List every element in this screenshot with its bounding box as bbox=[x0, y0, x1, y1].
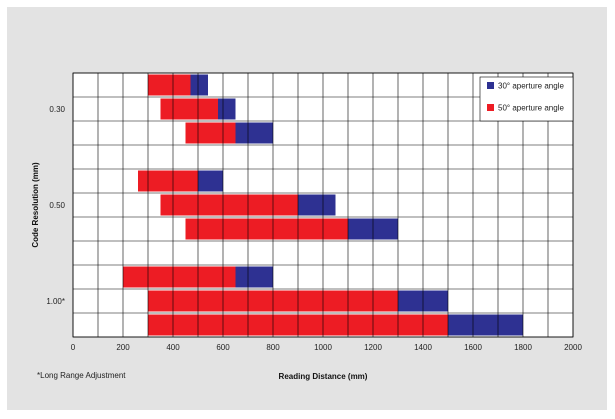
bar-50-0-0 bbox=[148, 74, 191, 96]
bar-30-1-0 bbox=[198, 170, 223, 192]
bar-30-0-0 bbox=[190, 74, 208, 96]
x-tick-label-5: 1000 bbox=[314, 343, 332, 352]
bar-50-0-2 bbox=[185, 122, 236, 144]
legend-label-1: 50° aperture angle bbox=[498, 104, 564, 113]
x-tick-label-2: 400 bbox=[166, 343, 180, 352]
bar-30-1-1 bbox=[298, 194, 336, 216]
bar-50-2-0 bbox=[123, 266, 236, 288]
plot-border bbox=[72, 72, 574, 338]
x-tick-label-3: 600 bbox=[216, 343, 230, 352]
x-tick-label-1: 200 bbox=[116, 343, 130, 352]
x-tick-label-8: 1600 bbox=[464, 343, 482, 352]
y-tick-label-0: 0.30 bbox=[49, 105, 65, 114]
footnote: *Long Range Adjustment bbox=[37, 371, 126, 380]
x-tick-label-0: 0 bbox=[71, 343, 76, 352]
y-tick-label-2: 1.00* bbox=[46, 297, 65, 306]
x-axis-title: Reading Distance (mm) bbox=[279, 372, 368, 381]
x-tick-label-4: 800 bbox=[266, 343, 280, 352]
bar-50-1-1 bbox=[160, 194, 298, 216]
legend-swatch-1 bbox=[487, 104, 494, 111]
bar-50-0-1 bbox=[160, 98, 218, 120]
bar-30-0-1 bbox=[218, 98, 236, 120]
bar-chart: 0.30 0.50 1.00* 0 200 400 600 800 1000 1200 1400 16… bbox=[31, 72, 582, 381]
x-tick-label-7: 1400 bbox=[414, 343, 432, 352]
x-tick-label-9: 1800 bbox=[514, 343, 532, 352]
legend-swatch-0 bbox=[487, 82, 494, 89]
bar-30-0-2 bbox=[235, 122, 273, 144]
bar-30-2-0 bbox=[235, 266, 273, 288]
bar-50-1-0 bbox=[138, 170, 198, 192]
legend-box bbox=[479, 76, 574, 122]
bar-30-2-2 bbox=[448, 314, 523, 336]
x-tick-label-6: 1200 bbox=[364, 343, 382, 352]
y-axis-title: Code Resolution (mm) bbox=[31, 162, 40, 248]
y-tick-label-1: 0.50 bbox=[49, 201, 65, 210]
bar-50-1-2 bbox=[185, 218, 348, 240]
x-tick-label-10: 2000 bbox=[564, 343, 582, 352]
legend-label-0: 30° aperture angle bbox=[498, 82, 564, 91]
chart-panel: 0.30 0.50 1.00* 0 200 400 600 800 1000 1200 1400 16… bbox=[7, 7, 607, 410]
